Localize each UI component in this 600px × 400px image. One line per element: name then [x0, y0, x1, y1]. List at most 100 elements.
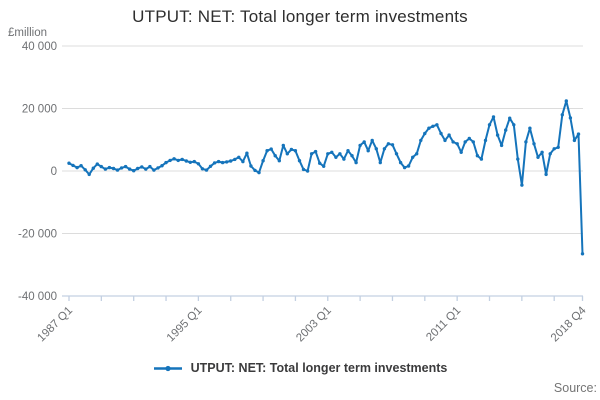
data-point-marker: [289, 147, 294, 152]
data-point-marker: [330, 150, 334, 154]
data-point-marker: [253, 168, 257, 173]
data-point-marker: [402, 165, 407, 170]
data-point-marker: [140, 165, 144, 169]
data-point-marker: [257, 170, 261, 175]
data-point-marker: [249, 164, 253, 168]
data-point-marker: [245, 151, 249, 155]
data-point-marker: [382, 147, 387, 151]
data-point-marker: [572, 138, 577, 143]
data-point-marker: [398, 160, 403, 165]
data-point-marker: [318, 161, 322, 165]
data-point-marker: [192, 159, 196, 164]
data-point-marker: [95, 162, 100, 166]
data-point-marker: [463, 140, 467, 144]
data-point-marker: [350, 154, 354, 158]
data-point-marker: [362, 140, 366, 144]
data-point-marker: [225, 160, 229, 164]
data-point-marker: [419, 138, 423, 143]
data-point-marker: [83, 168, 87, 172]
chart-title: UTPUT: NET: Total longer term investment…: [132, 7, 468, 26]
data-point-marker: [455, 142, 459, 146]
data-point-marker: [576, 132, 581, 136]
data-point-marker: [411, 155, 415, 159]
data-point-marker: [75, 165, 79, 170]
x-tick-label: 2003 Q1: [294, 305, 334, 345]
data-point-marker: [467, 136, 471, 141]
data-point-marker: [71, 163, 75, 168]
data-point-marker: [261, 159, 265, 163]
y-tick-label: -20 000: [18, 229, 57, 241]
data-point-marker: [111, 166, 116, 171]
data-point-marker: [354, 160, 358, 165]
data-point-marker: [212, 161, 217, 165]
x-tick-label: 1987 Q1: [35, 305, 75, 345]
data-point-marker: [459, 150, 463, 154]
data-point-marker: [204, 168, 209, 172]
data-point-marker: [415, 152, 419, 156]
data-point-marker: [91, 166, 96, 170]
data-point-marker: [237, 155, 241, 159]
data-point-marker: [293, 149, 298, 153]
chart-plot-area: 40 000 20 000 0 -20 000 -40 000 1987 Q1 1995 Q…: [18, 41, 589, 345]
data-point-marker: [277, 159, 281, 163]
data-point-marker: [358, 143, 362, 148]
data-point-marker: [540, 150, 544, 154]
legend-line-marker-icon: [153, 365, 182, 371]
data-point-marker: [87, 172, 91, 177]
data-point-marker: [427, 126, 431, 130]
data-point-marker: [431, 124, 435, 128]
x-tick-label: 2018 Q4: [549, 304, 589, 344]
data-point-marker: [532, 142, 536, 146]
data-point-marker: [479, 157, 484, 161]
data-point-marker: [241, 159, 245, 164]
data-point-marker: [346, 149, 350, 153]
data-point-marker: [471, 140, 475, 144]
data-point-marker: [233, 157, 237, 162]
legend[interactable]: UTPUT: NET: Total longer term investment…: [0, 361, 600, 375]
data-point-marker: [451, 140, 455, 144]
data-point-marker: [127, 167, 132, 171]
data-point-marker: [374, 147, 378, 151]
y-tick-label: 0: [51, 166, 57, 178]
data-point-marker: [435, 123, 439, 127]
y-axis-unit-label: £million: [8, 27, 47, 39]
data-point-marker: [79, 164, 83, 168]
x-tick-label: 1995 Q1: [165, 305, 205, 345]
data-point-marker: [67, 161, 71, 165]
data-point-marker: [144, 167, 148, 171]
data-point-marker: [544, 172, 548, 177]
data-point-marker: [216, 159, 221, 164]
data-point-marker: [508, 116, 512, 120]
data-point-marker: [536, 155, 540, 159]
data-point-marker: [568, 116, 573, 120]
data-point-marker: [487, 123, 492, 127]
data-point-marker: [208, 164, 213, 168]
data-point-marker: [338, 152, 342, 156]
data-point-marker: [297, 159, 302, 163]
data-point-marker: [512, 123, 516, 127]
data-point-marker: [200, 167, 205, 171]
data-point-marker: [528, 126, 532, 130]
data-point-marker: [164, 160, 168, 165]
data-point-marker: [520, 183, 524, 187]
data-point-marker: [342, 157, 346, 161]
data-point-marker: [334, 155, 338, 159]
data-point-marker: [313, 149, 318, 154]
data-point-marker: [265, 149, 269, 153]
data-point-marker: [136, 166, 140, 171]
data-point-marker: [168, 158, 172, 163]
data-point-marker: [188, 160, 192, 164]
data-point-marker: [309, 152, 314, 156]
data-point-marker: [196, 162, 201, 166]
data-point-marker: [176, 158, 180, 163]
data-point-marker: [386, 142, 391, 146]
data-point-marker: [99, 164, 104, 169]
data-point-marker: [156, 166, 160, 170]
data-point-marker: [548, 152, 552, 156]
data-point-marker: [475, 154, 480, 158]
data-point-marker: [390, 143, 395, 147]
data-point-marker: [370, 138, 374, 143]
data-point-marker: [447, 133, 451, 137]
data-point-marker: [378, 160, 382, 165]
